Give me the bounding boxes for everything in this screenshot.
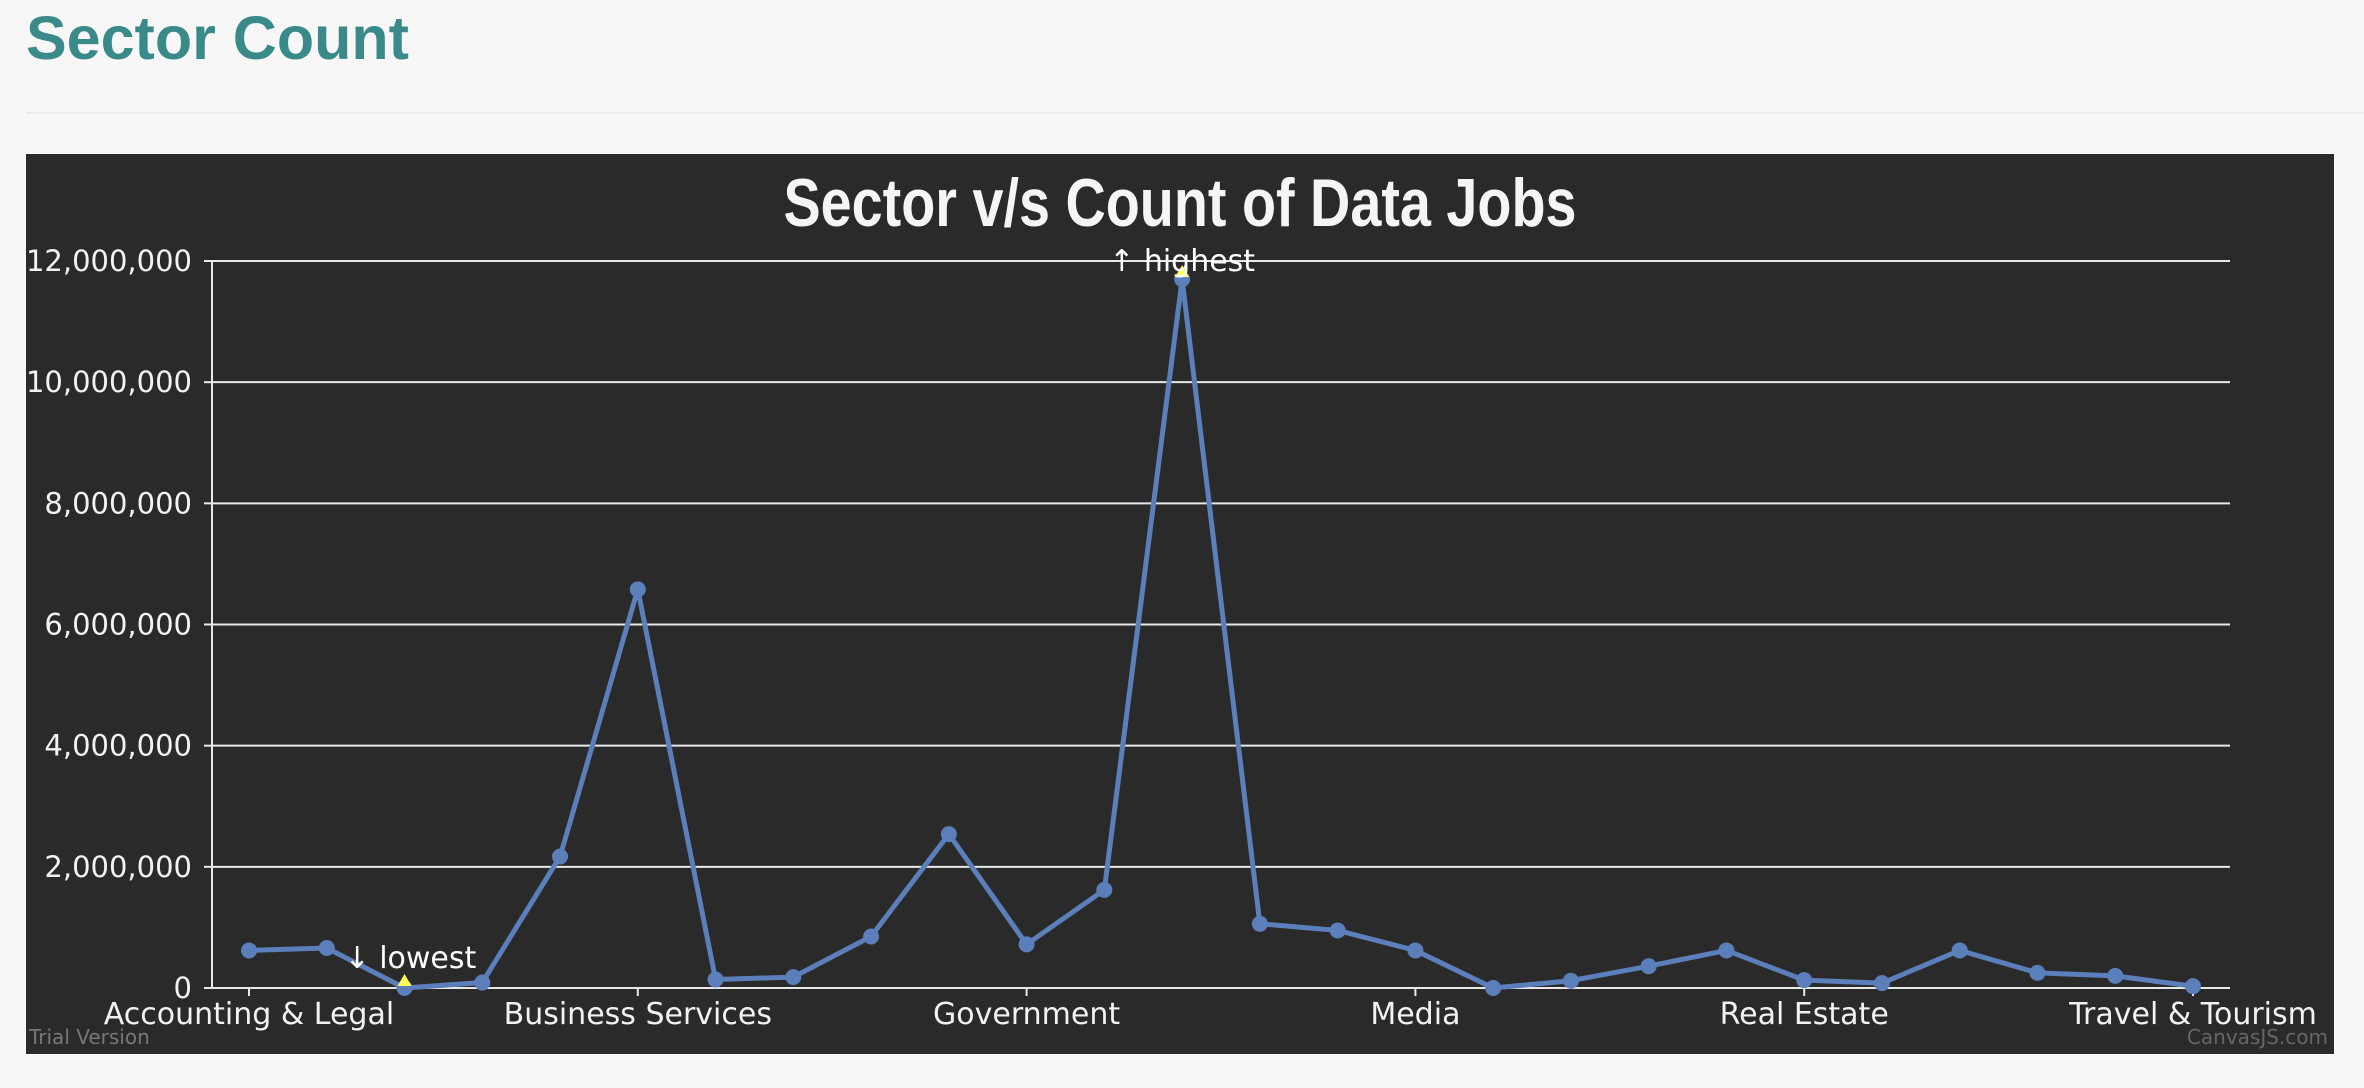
x-tick-label: Media (1370, 997, 1460, 1032)
data-point[interactable] (1407, 942, 1424, 959)
data-point[interactable] (785, 969, 802, 986)
data-point[interactable] (1718, 942, 1735, 959)
data-point[interactable] (1018, 936, 1035, 953)
trial-version-label: Trial Version (28, 1025, 150, 1049)
annotation-marker (1175, 265, 1190, 278)
x-tick-label: Government (933, 997, 1120, 1032)
x-tick-label: Business Services (504, 997, 772, 1032)
y-tick-label: 12,000,000 (26, 244, 192, 278)
y-tick-label: 0 (174, 971, 192, 1005)
x-axis: Accounting & Legal Business Services Gover… (104, 987, 2317, 1032)
y-tick-label: 10,000,000 (26, 365, 192, 399)
x-tick-label: Travel & Tourism (2068, 997, 2317, 1032)
x-tick-label: Real Estate (1720, 997, 1889, 1032)
data-point[interactable] (629, 581, 646, 598)
data-point[interactable] (2029, 964, 2046, 981)
data-point[interactable] (552, 848, 569, 865)
grid-lines (212, 260, 2230, 989)
y-tick-label: 4,000,000 (44, 729, 192, 763)
series-line (248, 276, 2194, 991)
page-title: Sector Count (26, 4, 409, 72)
chart-container: Sector v/s Count of Data Jobs 0 2,000,000… (26, 154, 2334, 1054)
data-point[interactable] (1640, 958, 1657, 975)
data-point[interactable] (1096, 881, 1113, 898)
annotations: ↓ lowest ↑ highest (345, 244, 1255, 986)
canvasjs-credit-link[interactable]: CanvasJS.com (2187, 1025, 2328, 1049)
data-point[interactable] (1485, 980, 1502, 996)
data-point[interactable] (241, 942, 257, 959)
data-point[interactable] (863, 928, 880, 945)
y-tick-label: 6,000,000 (44, 608, 192, 642)
data-point[interactable] (940, 826, 957, 843)
y-tick-label: 2,000,000 (44, 850, 192, 884)
data-point[interactable] (2107, 967, 2124, 984)
y-axis: 0 2,000,000 4,000,000 6,000,000 8,000,000 10,… (26, 244, 213, 1005)
x-tick-label: Accounting & Legal (104, 997, 394, 1032)
data-point[interactable] (2185, 978, 2201, 995)
data-point[interactable] (1562, 972, 1579, 989)
data-point[interactable] (1796, 972, 1813, 989)
data-point[interactable] (1951, 942, 1968, 959)
y-tick-label: 8,000,000 (44, 486, 192, 520)
line-chart: Sector v/s Count of Data Jobs 0 2,000,000… (26, 166, 2328, 1049)
data-point[interactable] (474, 974, 491, 991)
data-point[interactable] (1251, 915, 1268, 932)
annotation-label: ↓ lowest (345, 941, 477, 976)
chart-title: Sector v/s Count of Data Jobs (783, 166, 1576, 241)
series-group (241, 271, 2201, 996)
divider (26, 112, 2364, 114)
data-point[interactable] (1329, 922, 1346, 939)
data-point[interactable] (707, 971, 724, 988)
annotation-label: ↑ highest (1109, 244, 1255, 279)
annotation-marker (397, 974, 412, 986)
data-point[interactable] (1873, 975, 1890, 992)
data-point[interactable] (318, 940, 335, 957)
